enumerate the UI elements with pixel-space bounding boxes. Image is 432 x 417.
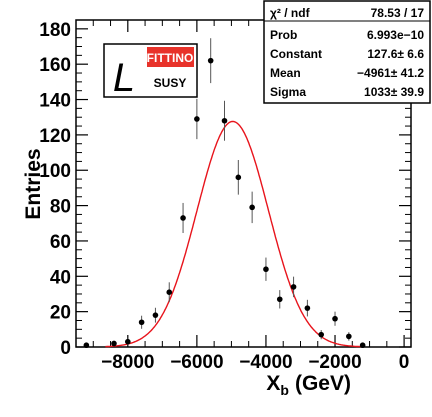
x-tick-label: −6000	[170, 352, 223, 373]
marker	[346, 333, 352, 340]
marker	[276, 296, 283, 303]
data-point	[152, 307, 159, 323]
data-point	[207, 38, 214, 84]
x-tick-label: −2000	[308, 352, 361, 373]
marker	[152, 312, 159, 318]
stats-value: 6.993e−10	[367, 28, 424, 42]
y-tick-label: 140	[39, 91, 71, 112]
svg-text:L: L	[113, 56, 135, 100]
data-point	[221, 100, 228, 141]
x-axis-title-main: X	[266, 372, 280, 395]
data-point	[304, 299, 311, 317]
x-tick-label: −8000	[101, 352, 154, 373]
marker	[359, 342, 366, 349]
svg-text:SUSY: SUSY	[154, 76, 187, 90]
marker	[249, 204, 255, 211]
fittino-susy-logo: FITTINO SUSY L	[103, 43, 198, 100]
marker	[290, 284, 297, 290]
data-point	[332, 311, 338, 326]
marker	[221, 117, 228, 124]
data-point	[346, 332, 352, 341]
marker	[166, 289, 173, 296]
marker	[83, 342, 90, 349]
y-tick-label: 20	[50, 303, 71, 324]
data-point	[276, 290, 283, 309]
stats-label: Mean	[270, 66, 301, 80]
x-axis-title-subscript: b	[280, 382, 289, 398]
marker	[194, 116, 200, 122]
y-tick-label: 180	[39, 20, 71, 41]
data-point	[194, 98, 200, 140]
data-points	[83, 38, 366, 349]
svg-text:FITTINO: FITTINO	[147, 51, 194, 65]
data-point	[235, 159, 242, 195]
data-point	[180, 202, 186, 233]
stats-label: Constant	[270, 47, 322, 61]
y-tick-label: 100	[39, 161, 71, 182]
data-point	[166, 282, 173, 303]
y-tick-labels: 0 20 40 60 80 100 120 140 160 180	[39, 20, 71, 359]
y-tick-label: 80	[50, 197, 71, 218]
marker	[263, 266, 269, 273]
x-axis-title-unit: (GeV)	[295, 372, 351, 395]
stats-value: 127.6± 6.6	[367, 47, 424, 61]
data-point	[359, 342, 366, 349]
marker	[332, 315, 338, 322]
data-point	[125, 338, 131, 345]
y-tick-label: 0	[60, 338, 71, 359]
x-tick-label: 0	[399, 352, 410, 373]
stats-value: 1033± 39.9	[364, 85, 424, 99]
data-point	[263, 257, 269, 281]
stats-value: −4961± 41.2	[357, 66, 424, 80]
fit-statistics-box: χ² / ndf 78.53 / 17 Prob 6.993e−10 Constant 1…	[263, 0, 431, 104]
gaussian-fit-curve	[105, 120, 361, 348]
marker	[304, 305, 311, 311]
marker	[125, 338, 131, 345]
marker	[138, 319, 145, 326]
stats-label: Sigma	[270, 85, 306, 99]
x-tick-labels: −8000 −6000 −4000 −2000 0	[101, 352, 409, 373]
stats-value: 78.53 / 17	[371, 6, 425, 20]
y-axis-title: Entries	[22, 148, 45, 219]
data-point	[111, 340, 117, 347]
marker	[207, 57, 214, 64]
data-point	[290, 276, 297, 298]
y-tick-label: 40	[50, 267, 71, 288]
x-axis-title: Xb (GeV)	[266, 372, 351, 398]
marker	[111, 340, 117, 347]
data-point	[318, 330, 325, 340]
data-point	[249, 191, 255, 224]
y-tick-label: 60	[50, 232, 71, 253]
marker	[235, 174, 242, 181]
y-tick-label: 160	[39, 55, 71, 76]
x-tick-label: −4000	[239, 352, 292, 373]
stats-label: Prob	[270, 28, 297, 42]
stats-label: χ² / ndf	[270, 6, 311, 20]
plot-frame	[75, 19, 412, 348]
data-point	[83, 342, 90, 349]
data-point	[138, 315, 145, 329]
y-tick-label: 120	[39, 126, 71, 147]
marker	[318, 331, 325, 338]
marker	[180, 215, 186, 221]
